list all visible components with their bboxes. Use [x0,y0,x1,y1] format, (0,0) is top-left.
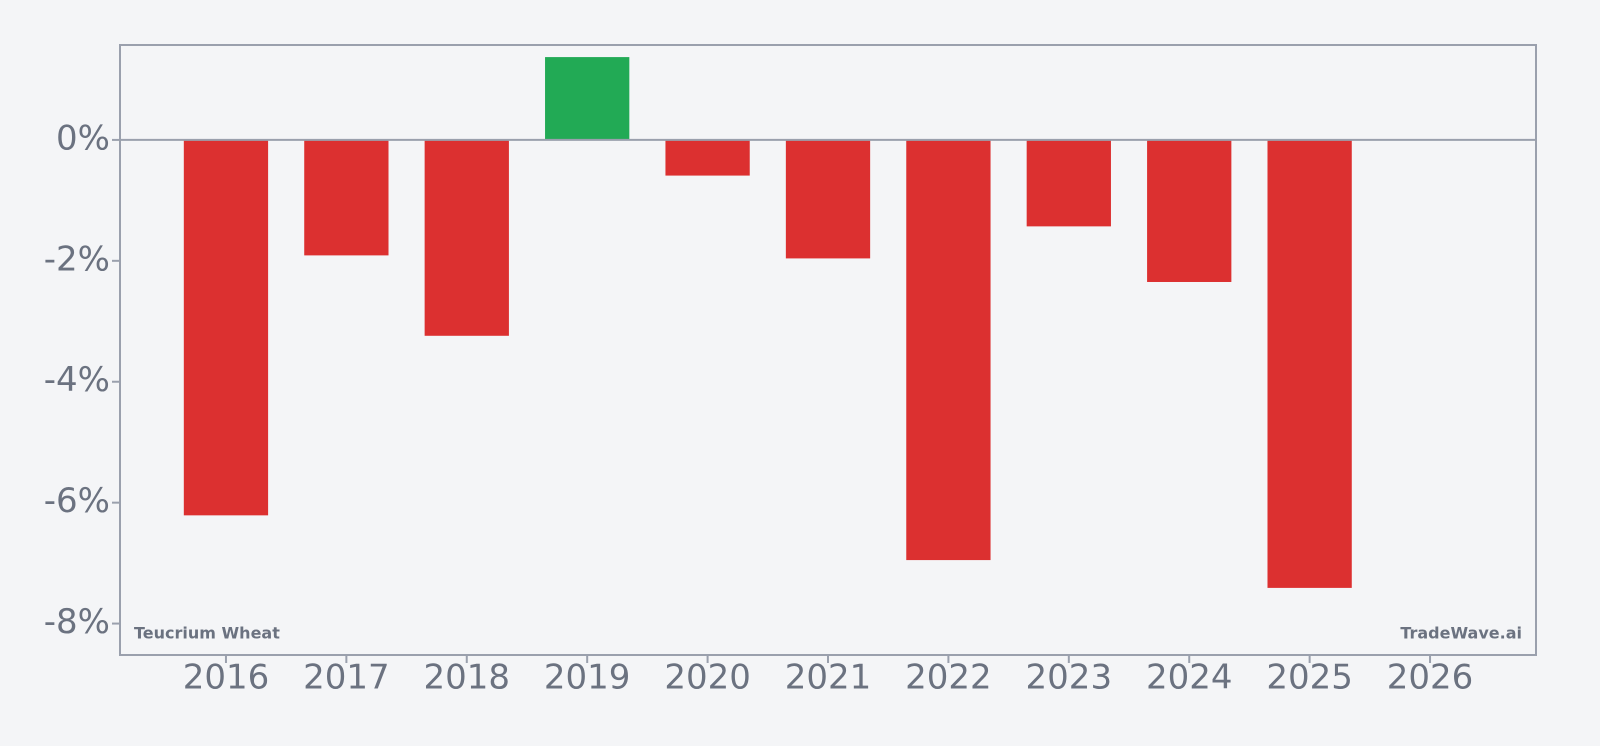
brand-label: TradeWave.ai [1400,624,1522,643]
y-tick-label: -6% [44,481,110,521]
y-tick-label: -4% [44,360,110,400]
x-tick-label: 2024 [1146,658,1233,698]
x-tick-label: 2025 [1266,658,1353,698]
x-tick-label: 2022 [905,658,992,698]
bar [785,139,871,259]
bar [424,139,509,336]
x-tick-label: 2020 [664,658,751,698]
bar [183,139,269,516]
x-tick-label: 2017 [303,658,390,698]
bar [906,139,991,561]
y-tick-label: -8% [44,602,110,642]
x-tick-label: 2019 [544,658,631,698]
x-tick-label: 2016 [183,658,270,698]
x-tick-label: 2018 [424,658,511,698]
x-tick-label: 2023 [1026,658,1113,698]
x-tick-label: 2021 [785,658,872,698]
bar [1026,139,1111,227]
bar [1267,139,1352,588]
y-tick-label: 0% [56,118,110,158]
bar [665,139,750,176]
bar [1147,139,1232,282]
bar [304,139,389,256]
source-label: Teucrium Wheat [134,624,280,643]
x-tick-label: 2026 [1387,658,1474,698]
bar [545,57,630,140]
y-tick-label: -2% [44,239,110,279]
